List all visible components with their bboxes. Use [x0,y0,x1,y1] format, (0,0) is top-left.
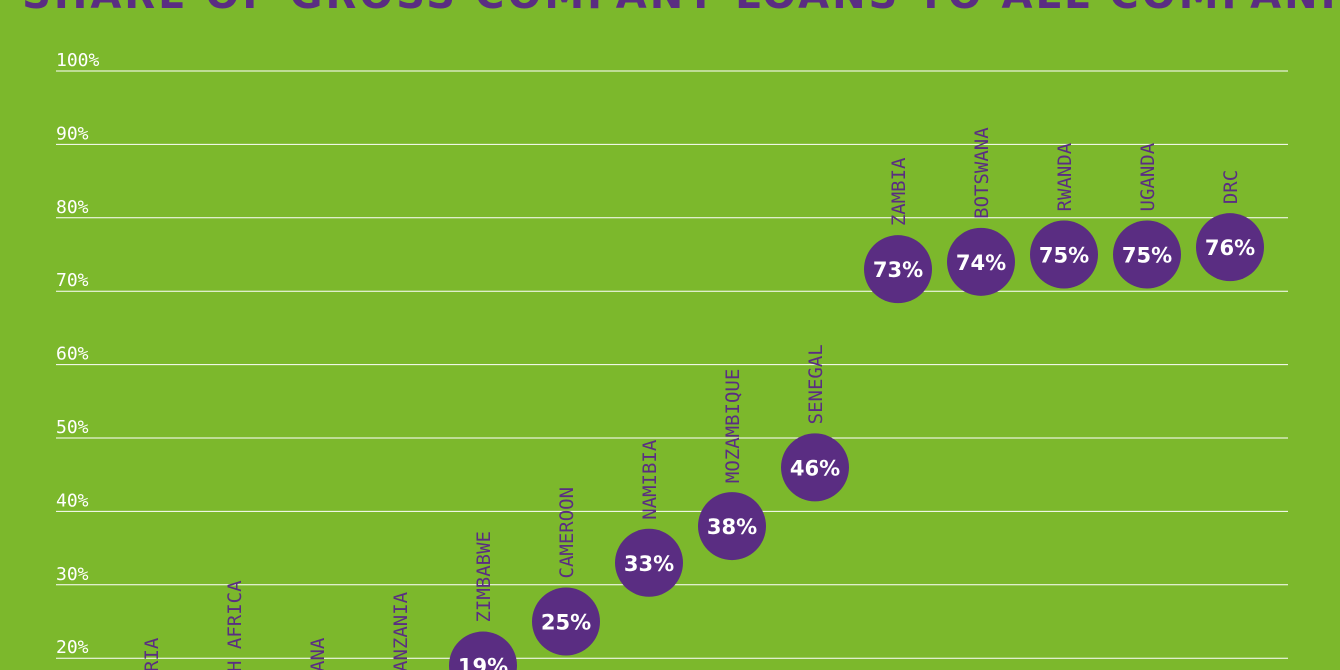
data-label: 46% [790,456,840,480]
category-label: UGANDA [1137,142,1159,211]
y-tick-label: 50% [56,417,89,438]
data-point-group: 73% ZAMBIA [864,157,932,304]
data-point [947,227,1015,296]
y-tick-label: 90% [56,123,89,144]
category-label: SENEGAL [805,344,827,424]
data-point-group: 75% RWANDA [1030,142,1098,289]
data-point-group: H AFRICA [224,580,246,670]
data-label: 73% [873,258,923,282]
data-point-group: 74% BOTSWANA [947,127,1015,296]
data-point [1113,220,1181,289]
y-tick-label: 80% [56,197,89,218]
category-label: ZIMBABWE [473,531,495,623]
category-label: BOTSWANA [971,127,993,219]
data-label: 38% [707,515,757,539]
data-point-group: 46% SENEGAL [781,344,849,502]
data-point [1196,213,1264,282]
category-label: ZAMBIA [888,157,910,226]
data-point-group: 25% CAMEROON [532,487,600,656]
data-point-group: ANA [307,637,329,670]
category-label: H AFRICA [224,580,246,670]
category-label: ANA [307,637,329,670]
y-tick-label: 100% [56,50,100,71]
data-point-group: 33% NAMIBIA [615,439,683,597]
y-tick-label: 40% [56,490,89,511]
data-label: 25% [541,611,591,635]
data-point-group: 76% DRC [1196,170,1264,282]
data-point-group: ANZANIA [390,591,412,670]
y-tick-label: 60% [56,344,89,365]
data-point-group: 38% MOZAMBIQUE [698,369,766,561]
data-label: 33% [624,552,674,576]
data-point [864,235,932,304]
data-label: 76% [1205,236,1255,260]
data-label: 75% [1039,244,1089,268]
category-label: RWANDA [1054,142,1076,211]
data-label: 19% [458,655,508,670]
data-point [532,587,600,656]
category-label: NAMIBIA [639,439,661,520]
category-label: ANZANIA [390,591,412,670]
category-label: MOZAMBIQUE [722,369,744,483]
data-point [1030,220,1098,289]
data-point-group: RIA [141,637,163,670]
data-point [698,492,766,561]
data-label: 74% [956,251,1006,275]
chart-title-group: AS SHARE OF GROSS COMPANY LOANS TO ALL C… [0,0,1340,18]
data-point-group: 19% ZIMBABWE [449,531,517,670]
data-point [781,433,849,502]
category-label: CAMEROON [556,487,578,579]
chart-title: AS SHARE OF GROSS COMPANY LOANS TO ALL C… [0,0,1340,18]
category-label: RIA [141,637,163,670]
y-tick-label: 30% [56,564,89,585]
y-tick-label: 70% [56,270,89,291]
grid-lines [56,70,1288,659]
y-tick-label: 20% [56,637,89,658]
data-points: RIA H AFRICA ANA ANZANIA 19% ZIMBABWE 25% CAMER… [141,127,1264,670]
data-point [449,631,517,670]
data-point [615,528,683,597]
y-tick-labels: 100% 90% 80% 70% 60% 50% 40% 30% 20% [56,50,100,658]
data-label: 75% [1122,244,1172,268]
data-point-group: 75% UGANDA [1113,142,1181,289]
category-label: DRC [1220,170,1242,204]
